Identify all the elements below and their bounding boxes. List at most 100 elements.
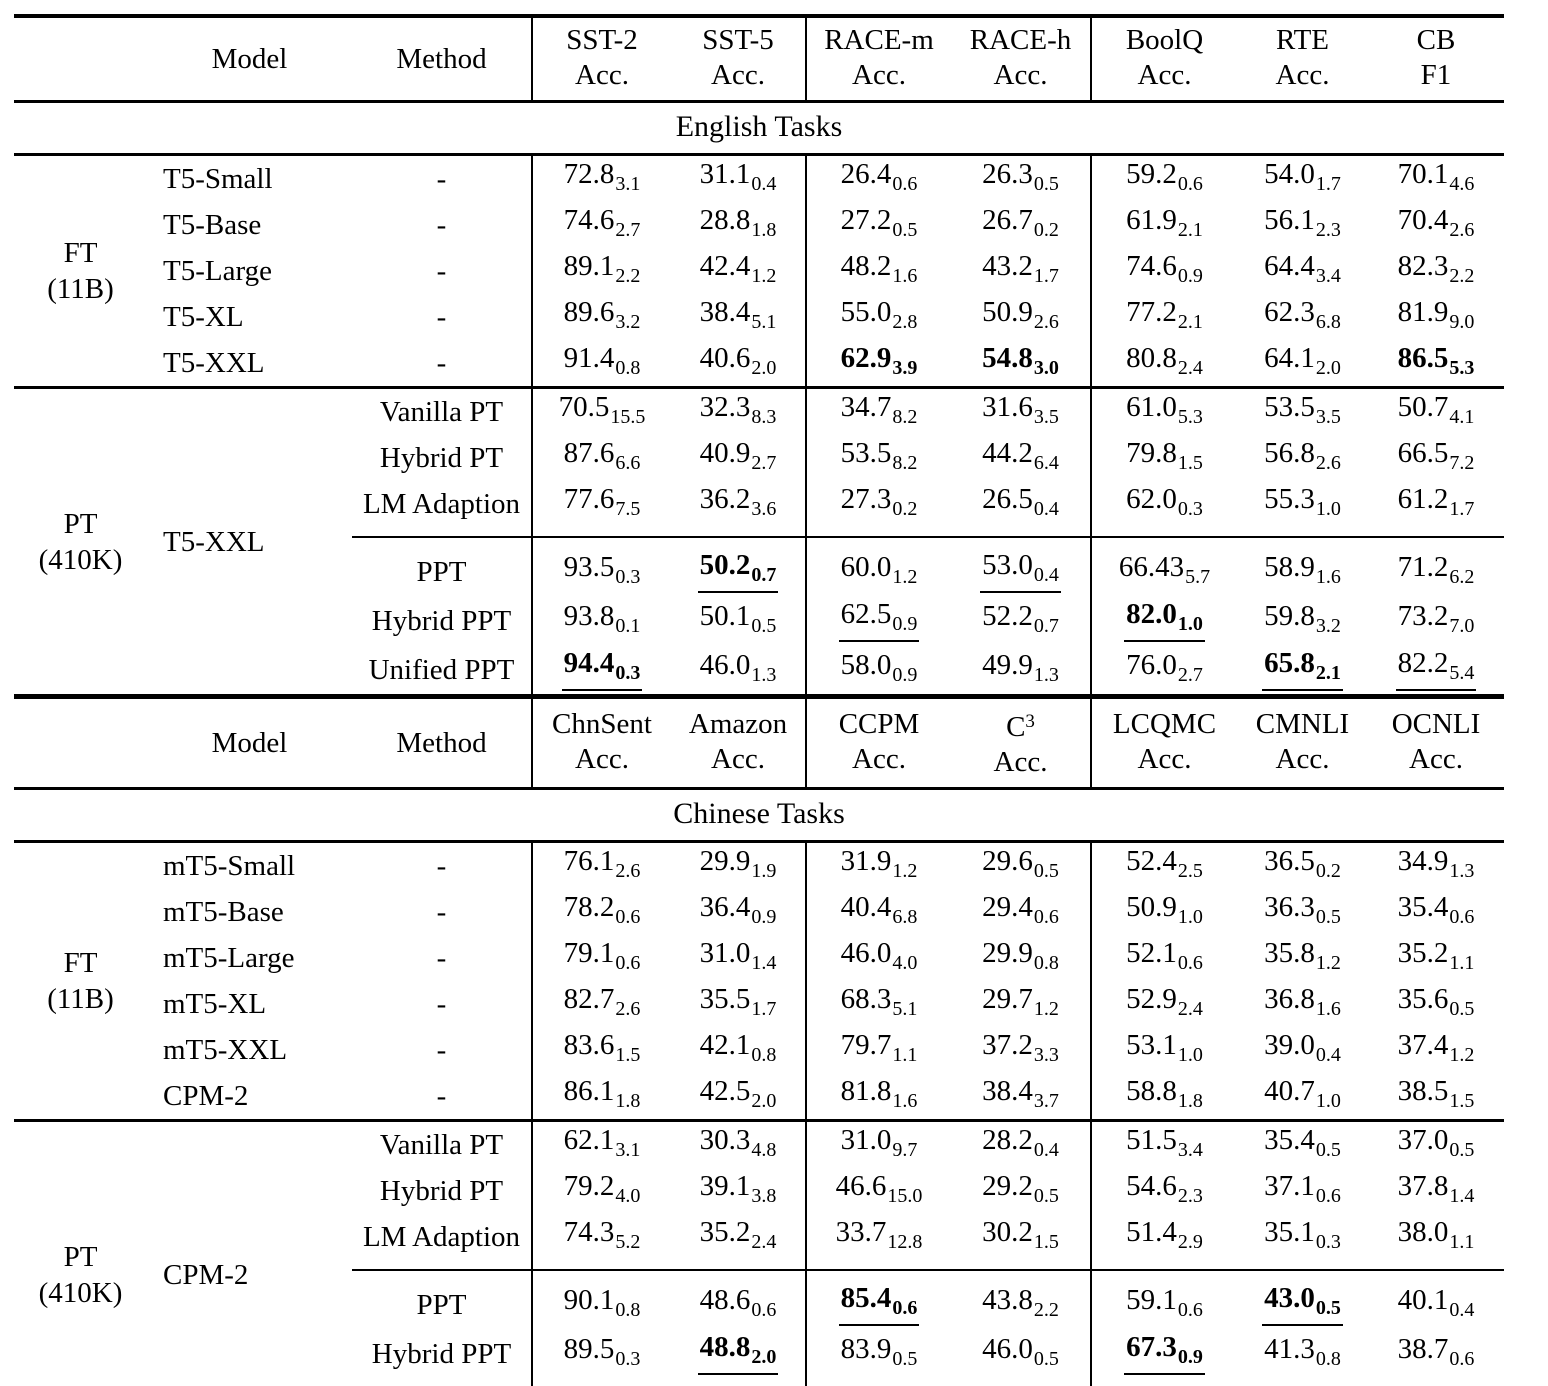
score-mean: 48.2 — [840, 250, 892, 282]
score-value-group: 29.91.9 — [700, 845, 777, 882]
score-std: 2.0 — [751, 357, 777, 379]
score-value-group: 28.81.8 — [699, 204, 777, 241]
model-name: T5-Large — [163, 255, 272, 287]
score-mean: 66.43 — [1118, 550, 1185, 583]
score-value-group: 26.40.6 — [841, 158, 918, 195]
score-std: 1.1 — [892, 1044, 918, 1066]
score-std: 2.6 — [1033, 311, 1059, 333]
score-value-group: 36.30.5 — [1264, 891, 1341, 928]
score-cell: 82.01.0 — [1090, 596, 1237, 645]
score-mean: 55.0 — [840, 296, 892, 328]
score-cell: 29.20.5 — [951, 1168, 1091, 1214]
score-mean: 52.2 — [982, 599, 1033, 632]
score-std: 2.2 — [1033, 1298, 1059, 1321]
score-mean: 36.2 — [699, 483, 751, 515]
score-cell: 53.00.4 — [951, 536, 1091, 596]
task-metric-label: Acc. — [1137, 59, 1192, 91]
score-std: 7.5 — [615, 498, 641, 520]
section-title-row: Chinese Tasks — [14, 789, 1504, 842]
score-value-group: 44.61.1 — [700, 1382, 777, 1386]
score-value-group: 52.10.6 — [1126, 937, 1203, 974]
score-cell: 90.10.8 — [531, 1269, 671, 1329]
score-value-group: 35.10.3 — [1264, 1216, 1341, 1253]
score-cell: 40.62.0 — [671, 340, 806, 388]
score-mean: 53.5 — [1264, 391, 1315, 423]
score-std: 2.3 — [1315, 219, 1341, 241]
score-value-group: 46.00.5 — [982, 1333, 1059, 1370]
table-row: LM Adaption 77.67.5 36.23.6 27.30.2 26.50.4 6… — [14, 481, 1504, 537]
score-mean: 55.3 — [1264, 483, 1315, 515]
score-value-group: 46.615.0 — [836, 1170, 923, 1207]
score-cell: 67.30.9 — [1090, 1329, 1237, 1378]
group-label-line: (11B) — [47, 983, 114, 1015]
method-name: Hybrid PT — [379, 442, 504, 474]
score-cell: 79.10.6 — [531, 935, 671, 981]
score-std: 1.3 — [1449, 860, 1475, 882]
model-name: mT5-XXL — [163, 1034, 288, 1066]
score-cell: 66.57.2 — [1368, 435, 1504, 481]
score-value-group: 31.63.5 — [982, 391, 1059, 428]
column-header-task: RACE-m Acc. — [805, 16, 951, 102]
score-mean: 44.2 — [982, 437, 1033, 469]
score-std: 0.6 — [1315, 1185, 1341, 1207]
score-cell: 28.81.8 — [671, 202, 806, 248]
score-value-group: 62.00.3 — [1126, 483, 1203, 520]
score-std: 1.2 — [1449, 1044, 1475, 1066]
score-mean: 50.2 — [699, 549, 751, 581]
task-metric-label: F1 — [1420, 59, 1452, 91]
score-value-group: 56.12.3 — [1264, 204, 1341, 241]
score-value-group: 37.81.4 — [1398, 1170, 1475, 1207]
table-row: Hybrid PPT 89.50.3 48.82.0 83.90.5 46.00.5 67… — [14, 1329, 1504, 1378]
score-value-group: 64.12.0 — [1264, 342, 1341, 379]
score-mean: 43.2 — [982, 250, 1033, 282]
score-mean: 87.6 — [563, 437, 615, 469]
score-mean: 36.8 — [1264, 983, 1315, 1015]
score-mean: 38.0 — [1397, 1216, 1449, 1248]
score-std: 0.1 — [615, 614, 641, 637]
score-mean: 54.0 — [1264, 158, 1315, 190]
score-std: 1.2 — [751, 265, 777, 287]
score-cell: 51.53.4 — [1090, 1120, 1237, 1168]
score-mean: 59.1 — [1126, 1283, 1177, 1316]
score-std: 0.5 — [1033, 1347, 1059, 1370]
score-value-group: 67.30.9 — [1124, 1332, 1205, 1375]
score-std: 2.1 — [1177, 311, 1203, 333]
score-mean: 93.8 — [563, 599, 615, 632]
score-std: 0.6 — [892, 1297, 918, 1319]
score-mean: 74.6 — [563, 204, 615, 236]
score-cell: 26.30.5 — [951, 155, 1091, 203]
score-std: 0.8 — [615, 357, 641, 379]
column-header-row: Model Method SST-2 Acc. SST-5 Acc. RACE-m Acc. R… — [14, 16, 1504, 102]
score-value-group: 48.60.6 — [700, 1284, 777, 1321]
score-cell: 29.71.2 — [951, 981, 1091, 1027]
score-value-group: 53.53.5 — [1264, 391, 1341, 428]
score-cell: 86.11.8 — [531, 1073, 671, 1121]
model-name: T5-XL — [163, 301, 244, 333]
score-value-group: 50.20.7 — [697, 549, 779, 593]
score-std: 8.3 — [751, 406, 777, 428]
score-cell: 36.23.6 — [671, 481, 806, 537]
score-cell: 41.51.5 — [1368, 1378, 1504, 1386]
score-mean: 86.5 — [1397, 342, 1449, 374]
group-label-line: (11B) — [47, 273, 114, 305]
column-header-task: C3 Acc. — [951, 699, 1091, 789]
score-std: 0.8 — [751, 1044, 777, 1066]
score-cell: 59.10.6 — [1090, 1269, 1237, 1329]
score-mean: 52.4 — [1126, 845, 1177, 877]
score-mean: 27.2 — [840, 204, 892, 236]
score-cell: 40.10.4 — [1368, 1269, 1504, 1329]
column-header-task: OCNLI Acc. — [1368, 699, 1504, 789]
score-std: 3.2 — [615, 311, 641, 333]
table-row: Hybrid PPT 93.80.1 50.10.5 62.50.9 52.20.7 82… — [14, 596, 1504, 645]
score-mean: 50.9 — [1126, 891, 1177, 923]
score-value-group: 56.82.6 — [1264, 437, 1341, 474]
score-std: 1.6 — [1315, 565, 1341, 588]
score-mean: 28.8 — [699, 204, 751, 236]
score-value-group: 38.43.7 — [982, 1075, 1059, 1112]
score-cell: 27.30.2 — [805, 481, 951, 537]
score-cell: 50.92.6 — [951, 294, 1091, 340]
score-std: 0.2 — [1315, 860, 1341, 882]
score-mean: 53.0 — [982, 549, 1033, 581]
score-std: 0.5 — [1033, 1185, 1059, 1207]
score-value-group: 37.10.6 — [1264, 1170, 1341, 1207]
